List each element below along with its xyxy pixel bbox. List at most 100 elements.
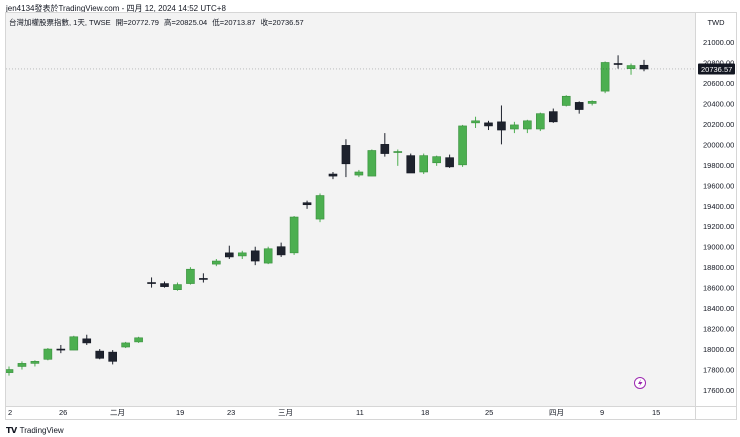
candle-body bbox=[160, 283, 169, 287]
candle-body bbox=[600, 62, 610, 92]
candle bbox=[548, 108, 558, 123]
x-tick-label: 三月 bbox=[278, 408, 293, 417]
candle-body bbox=[393, 151, 403, 153]
y-tick-label: 20200.00 bbox=[703, 120, 734, 129]
y-tick-label: 20400.00 bbox=[703, 99, 734, 108]
x-tick-label: 2 bbox=[8, 408, 12, 417]
candle-body bbox=[225, 252, 234, 258]
y-tick-label: 20800.00 bbox=[703, 58, 734, 67]
candle bbox=[237, 250, 247, 259]
candle bbox=[199, 273, 208, 283]
y-tick-label: 18600.00 bbox=[703, 284, 734, 293]
candlestick-chart[interactable]: 17600.00 17800.00 18000.00 18200.00 18400.00… bbox=[6, 13, 736, 419]
y-tick-label: 18400.00 bbox=[703, 304, 734, 313]
candle-body bbox=[237, 252, 247, 257]
candle-body bbox=[548, 111, 558, 123]
tradingview-logo-icon: 𝗧𝗩 bbox=[6, 425, 17, 435]
candle-body bbox=[315, 195, 325, 220]
candle-body bbox=[69, 336, 79, 351]
candle-body bbox=[250, 250, 260, 262]
x-tick-label: 18 bbox=[421, 408, 429, 417]
candle-body bbox=[82, 338, 92, 344]
candle-body bbox=[302, 202, 312, 206]
candle bbox=[626, 63, 636, 75]
candle-body bbox=[432, 156, 441, 164]
candle-body bbox=[212, 260, 221, 265]
candle bbox=[497, 105, 506, 145]
x-tick-label: 四月 bbox=[549, 408, 564, 417]
y-tick-label: 19600.00 bbox=[703, 181, 734, 190]
candle-body bbox=[367, 150, 377, 177]
x-tick-label: 11 bbox=[356, 408, 364, 417]
candle bbox=[56, 344, 66, 354]
candle bbox=[445, 154, 454, 168]
plot-area[interactable] bbox=[6, 13, 695, 406]
candle bbox=[328, 171, 338, 180]
y-tick-label: 20600.00 bbox=[703, 79, 734, 88]
x-tick-label: 23 bbox=[227, 408, 235, 417]
candle bbox=[523, 119, 532, 134]
candle bbox=[536, 112, 545, 132]
candle bbox=[250, 246, 260, 266]
candle bbox=[613, 55, 623, 69]
y-tick-label: 20000.00 bbox=[703, 140, 734, 149]
y-tick-label: 19800.00 bbox=[703, 161, 734, 170]
candle bbox=[484, 120, 493, 131]
candle-body bbox=[147, 282, 156, 284]
candle bbox=[225, 245, 234, 259]
candle bbox=[393, 149, 403, 166]
candle-body bbox=[587, 101, 597, 104]
legend-open: 開=20772.79 bbox=[115, 18, 159, 27]
candle-body bbox=[17, 363, 27, 367]
last-price-label: 20736.57 bbox=[701, 65, 732, 74]
x-tick-label: 9 bbox=[600, 408, 604, 417]
publish-header: jen4134發表於TradingView.com - 四月 12, 2024 … bbox=[6, 4, 226, 13]
candle bbox=[354, 169, 364, 178]
candle-body bbox=[186, 268, 195, 284]
candle bbox=[432, 155, 441, 166]
legend-symbol: 台灣加權股票指數, 1天, TWSE bbox=[9, 18, 111, 27]
candle bbox=[186, 267, 195, 285]
candle-body bbox=[471, 120, 480, 124]
currency-label[interactable]: TWD bbox=[707, 18, 725, 27]
candle-body bbox=[289, 216, 299, 254]
candle-body bbox=[134, 337, 143, 343]
candle bbox=[17, 361, 27, 370]
candle bbox=[147, 277, 156, 288]
candle bbox=[510, 121, 519, 134]
candle-body bbox=[121, 342, 130, 348]
candle bbox=[160, 281, 169, 288]
legend-close: 收=20736.57 bbox=[260, 18, 304, 27]
x-tick-label: 19 bbox=[176, 408, 184, 417]
y-tick-label: 17600.00 bbox=[703, 386, 734, 395]
candle-body bbox=[574, 102, 584, 110]
y-tick-label: 21000.00 bbox=[703, 38, 734, 47]
candle bbox=[212, 258, 221, 267]
footer: 𝗧𝗩 TradingView bbox=[6, 424, 64, 436]
candle bbox=[30, 360, 40, 367]
x-tick-label: 二月 bbox=[110, 408, 125, 417]
y-tick-label: 18000.00 bbox=[703, 345, 734, 354]
candle-body bbox=[6, 369, 14, 373]
candle bbox=[276, 242, 286, 257]
chart-frame[interactable]: 17600.00 17800.00 18000.00 18200.00 18400.00… bbox=[5, 12, 737, 420]
candle bbox=[263, 246, 273, 265]
legend-high: 高=20825.04 bbox=[164, 18, 208, 27]
candle bbox=[587, 100, 597, 106]
candle-body bbox=[56, 348, 66, 351]
candle bbox=[639, 59, 649, 72]
candle-body bbox=[328, 173, 338, 177]
candle bbox=[69, 335, 79, 351]
candle-body bbox=[497, 121, 506, 131]
events-lightning-icon[interactable] bbox=[634, 377, 646, 389]
candle bbox=[561, 95, 571, 107]
x-tick-label: 25 bbox=[485, 408, 493, 417]
candle-body bbox=[510, 124, 519, 130]
candle bbox=[43, 348, 53, 361]
candle-body bbox=[536, 113, 545, 130]
candle-body bbox=[108, 351, 117, 362]
candle-body bbox=[341, 145, 351, 165]
candle bbox=[419, 153, 428, 175]
y-tick-label: 19400.00 bbox=[703, 202, 734, 211]
candle bbox=[289, 216, 299, 255]
